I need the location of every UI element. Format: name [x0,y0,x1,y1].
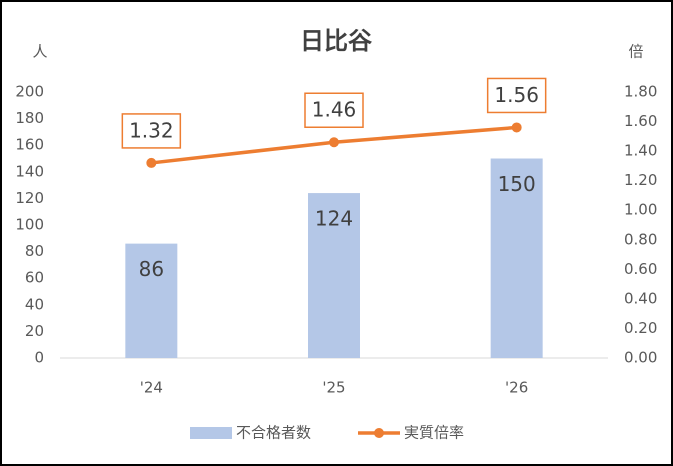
y2-tick-label: 0.40 [624,289,657,307]
y2-tick-label: 0.60 [624,260,657,278]
y-tick-label: 200 [15,83,44,101]
bar [125,243,178,358]
y2-tick-label: 1.00 [624,201,657,219]
y-tick-label: 160 [15,136,44,154]
y-axis-label: 人 [32,43,47,61]
y2-tick-label: 0.80 [624,230,657,248]
x-tick-label: '26 [505,379,528,397]
chart-title: 日比谷 [300,27,373,55]
line-point [329,137,339,148]
legend-swatch [374,428,384,438]
y-tick-label: 80 [25,242,44,260]
legend-label: 実質倍率 [404,424,464,442]
x-tick-label: '24 [140,379,163,397]
y2-tick-label: 1.60 [624,112,657,130]
bar-value-label: 124 [315,207,353,231]
line-point [511,122,522,133]
y-tick-label: 20 [25,322,44,340]
y-tick-label: 40 [25,295,44,313]
bar-value-label: 86 [139,257,164,281]
line-value-label: 1.32 [129,118,174,142]
legend-label: 不合格者数 [236,424,311,442]
y-tick-label: 100 [15,216,44,234]
y-tick-label: 140 [15,162,44,180]
bar-value-label: 150 [498,172,536,196]
legend-swatch [190,427,232,439]
bar [308,193,360,358]
line-value-label: 1.56 [494,83,539,107]
y-tick-label: 0 [34,349,44,367]
y2-tick-label: 0.00 [624,349,657,367]
x-tick-label: '25 [322,379,345,397]
y-tick-label: 60 [25,269,44,287]
y-tick-label: 120 [15,189,44,207]
value-label-box [304,92,364,128]
line-value-label: 1.46 [312,98,357,122]
bar [490,158,543,358]
y2-tick-label: 1.80 [624,83,657,101]
value-label-box [486,77,547,114]
y2-axis-label: 倍 [628,43,643,61]
y2-tick-label: 1.20 [624,171,657,189]
y2-tick-label: 0.20 [624,319,657,337]
line-point [146,157,157,168]
y-tick-label: 180 [15,109,44,127]
y2-tick-label: 1.40 [624,142,657,160]
value-label-box [121,113,182,149]
